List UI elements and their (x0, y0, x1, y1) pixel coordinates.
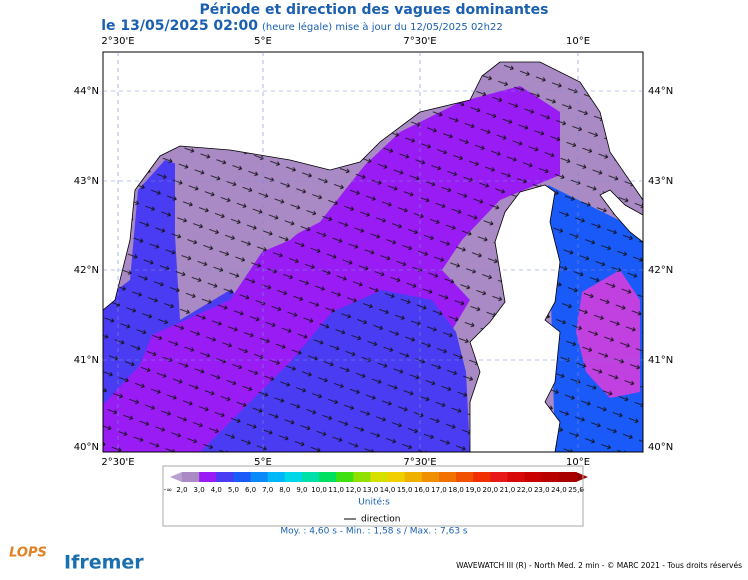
colorbar-segment (473, 472, 491, 482)
colorbar-low-label: -∞ (164, 486, 172, 494)
colorbar-segment (216, 472, 234, 482)
footer: WAVEWATCH III (R) - North Med. 2 min - ©… (456, 561, 742, 570)
colorbar-label: 12,0 (346, 486, 362, 494)
colorbar-segment (284, 472, 303, 482)
date: le 13/05/2025 02:00 (101, 18, 258, 34)
colorbar-segment (182, 472, 200, 482)
lat-label: 40°N (648, 442, 673, 453)
title: Période et direction des vagues dominant… (200, 2, 549, 18)
lat-label: 42°N (648, 265, 673, 276)
colorbar-label: 9,0 (296, 486, 307, 494)
colorbar-label: 5,0 (228, 486, 239, 494)
colorbar-label: 25,0 (568, 486, 584, 494)
graticule (103, 52, 643, 452)
colorbar-segment (336, 472, 354, 482)
colorbar-label: 7,0 (262, 486, 273, 494)
colorbar-segment (490, 472, 508, 482)
coordinates: 2°30'E 2°30'E 5°E 5°E 7°30'E 7°30'E 10°E 10°E 44… (74, 36, 673, 468)
colorbar-segment (250, 472, 269, 482)
colorbar-segment (541, 472, 560, 482)
colorbar-label: 17,0 (431, 486, 447, 494)
colorbar-label: 24,0 (551, 486, 567, 494)
colorbar-label: 20,0 (483, 486, 499, 494)
colorbar-label: 11,0 (328, 486, 344, 494)
colorbar-label: 23,0 (534, 486, 550, 494)
colorbar-label: 10,0 (311, 486, 327, 494)
lon-label: 2°30'E (101, 457, 134, 468)
colorbar-segment (404, 472, 423, 482)
lon-label: 5°E (254, 457, 272, 468)
colorbar-segment (319, 472, 337, 482)
colorbar-label: 22,0 (517, 486, 533, 494)
direction: direction (361, 515, 400, 525)
lat-label: 43°N (74, 176, 99, 187)
colorbar-label: 2,0 (176, 486, 187, 494)
colorbar-label: 4,0 (211, 486, 222, 494)
colorbar-label: 6,0 (245, 486, 256, 494)
colorbar-label: 15,0 (397, 486, 413, 494)
lon-label: 7°30'E (403, 36, 436, 47)
stats: Moy. : 4,60 s - Min. : 1,58 s / Max. : 7… (280, 527, 468, 537)
colorbar-segment (267, 472, 286, 482)
colorbar-segment (456, 472, 474, 482)
lat-label: 44°N (648, 86, 673, 97)
lon-label: 5°E (254, 36, 272, 47)
colorbar-segment (524, 472, 543, 482)
colorbar-segment (370, 472, 389, 482)
lat-label: 40°N (74, 442, 99, 453)
lat-label: 43°N (648, 176, 673, 187)
colorbar-label: 8,0 (279, 486, 290, 494)
lon-label: 2°30'E (101, 36, 134, 47)
colorbar-label: 18,0 (448, 486, 464, 494)
lat-label: 44°N (74, 86, 99, 97)
lon-label: 7°30'E (403, 457, 436, 468)
colorbar-segment (301, 472, 320, 482)
colorbar-label: 19,0 (465, 486, 481, 494)
colorbar-segment (507, 472, 526, 482)
colorbar-label: 3,0 (194, 486, 205, 494)
colorbar-label: 16,0 (414, 486, 430, 494)
map (103, 52, 643, 452)
colorbar-high (576, 472, 588, 482)
lon-label: 10°E (566, 457, 590, 468)
logo-lops: LOPS (9, 546, 47, 561)
legend-box (162, 465, 584, 527)
lat-label: 41°N (74, 355, 99, 366)
lat-label: 42°N (74, 265, 99, 276)
colorbar-segment (421, 472, 440, 482)
colorbar-segment (233, 472, 252, 482)
colorbar: 2,0 3,0 4,0 5,0 6,0 7,0 8,0 9,0 10,0 11,0 12,0 13,0… (164, 472, 588, 494)
lon-label: 10°E (566, 36, 590, 47)
lat-label: 41°N (648, 355, 673, 366)
colorbar-high-label: ∞ (579, 486, 585, 494)
colorbar-label: 14,0 (380, 486, 396, 494)
colorbar-segment (387, 472, 406, 482)
colorbar-segment (353, 472, 371, 482)
colorbar-segment (558, 472, 577, 482)
unit: Unité:s (358, 497, 390, 508)
colorbar-label: 21,0 (500, 486, 516, 494)
colorbar-label: 13,0 (363, 486, 379, 494)
colorbar-segment (438, 472, 457, 482)
map-frame (102, 51, 644, 453)
logo-ifremer: Ifremer (64, 552, 144, 574)
colorbar-segment (199, 472, 217, 482)
update: (heure légale) mise à jour du 12/05/2025… (262, 21, 503, 33)
colorbar-low (170, 472, 182, 482)
